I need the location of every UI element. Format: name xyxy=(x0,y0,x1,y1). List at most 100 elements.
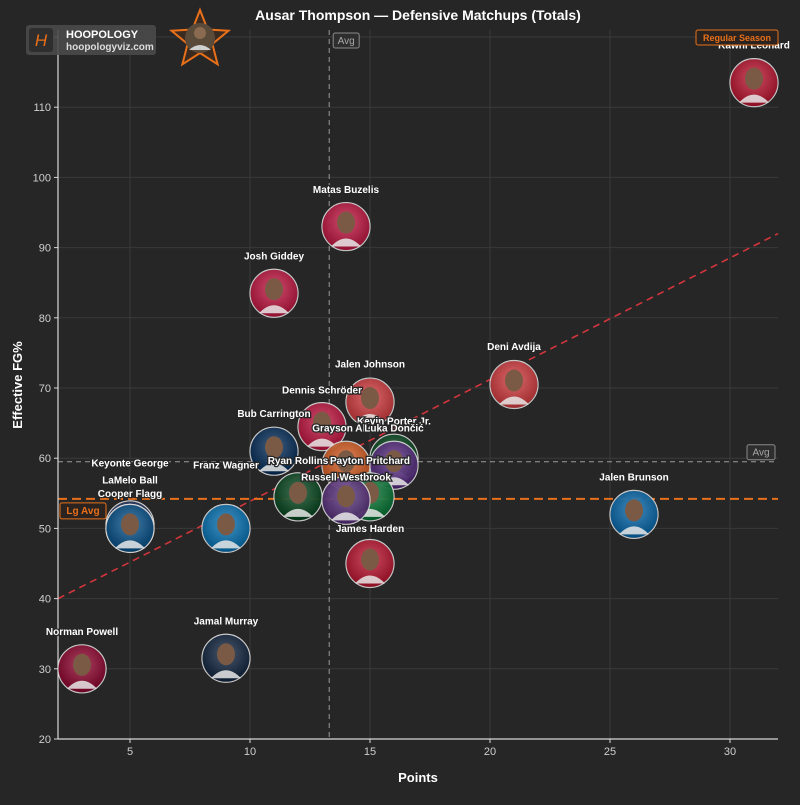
player-point[interactable] xyxy=(345,377,395,427)
player-avatar-head xyxy=(745,67,763,90)
y-tick-label: 60 xyxy=(39,453,51,465)
player-point[interactable] xyxy=(729,58,779,108)
player-label: Jalen Johnson xyxy=(335,360,405,371)
player-avatar-jersey xyxy=(355,414,385,423)
player-avatar-head xyxy=(265,436,283,459)
player-avatar-head xyxy=(385,450,403,473)
player-point[interactable] xyxy=(273,472,323,522)
y-tick-label: 40 xyxy=(39,594,51,606)
player-avatar-head xyxy=(361,548,379,571)
player-label: Norman Powell xyxy=(46,627,118,638)
player-avatar-head xyxy=(313,411,331,434)
y-axis-label: Effective FG% xyxy=(10,341,25,429)
brand-logo-bg xyxy=(29,28,53,52)
season-badge-bg xyxy=(695,29,779,46)
player-label: Payton Pritchard xyxy=(330,456,410,467)
x-tick-label: 5 xyxy=(127,746,133,758)
player-avatar-jersey xyxy=(499,396,529,405)
x-axis-label: Points xyxy=(398,770,438,785)
x-tick-label: 30 xyxy=(724,746,736,758)
player-point[interactable] xyxy=(105,503,155,554)
player-avatar-head xyxy=(217,513,235,536)
player-avatar-jersey xyxy=(331,238,361,247)
player-point[interactable] xyxy=(321,201,371,252)
y-tick-label: 70 xyxy=(39,383,51,395)
player-label: Matas Buzelis xyxy=(313,185,380,196)
brand-name: HOOPOLOGY xyxy=(66,29,139,41)
player-avatar-head xyxy=(361,387,379,410)
player-point[interactable] xyxy=(321,440,371,490)
player-point[interactable] xyxy=(297,402,347,452)
player-label: Jamal Murray xyxy=(194,617,259,628)
season-badge: Regular Season xyxy=(695,29,779,46)
player-label: Grayson Allen xyxy=(312,424,379,435)
player-label: Cooper Flagg xyxy=(98,489,162,500)
player-label: Kevin Porter Jr. xyxy=(357,417,431,428)
brand-url: hoopologyviz.com xyxy=(66,42,154,53)
featured-avatar-head xyxy=(194,27,206,39)
player-avatar-head xyxy=(505,369,523,392)
player-point[interactable] xyxy=(57,644,107,694)
avg-x-badge-label: Avg xyxy=(338,36,355,47)
reference-lines xyxy=(57,30,779,739)
league-avg-badge: Lg Avg xyxy=(59,502,107,520)
player-avatar-head xyxy=(337,211,355,234)
player-avatar-head xyxy=(265,278,283,301)
player-avatar-jersey xyxy=(331,512,361,521)
featured-avatar-jersey xyxy=(189,45,211,50)
player-point[interactable] xyxy=(249,268,299,318)
player-avatar-jersey xyxy=(115,540,145,549)
player-point[interactable] xyxy=(201,503,251,554)
avg-y-badge-label: Avg xyxy=(752,448,769,459)
player-avatar-jersey xyxy=(307,438,337,447)
player-label: James Harden xyxy=(336,524,404,535)
player-point[interactable] xyxy=(249,426,299,476)
player-avatar-jersey xyxy=(259,305,289,314)
chart-title: Ausar Thompson — Defensive Matchups (Tot… xyxy=(255,7,581,23)
player-avatar-head xyxy=(217,643,235,666)
player-point[interactable] xyxy=(345,538,395,589)
player-avatar-jersey xyxy=(283,508,313,517)
avg-x-badge: Avg xyxy=(332,32,360,49)
player-point[interactable] xyxy=(609,489,659,539)
league-avg-badge-label: Lg Avg xyxy=(66,506,99,517)
y-tick-label: 100 xyxy=(33,172,51,184)
y-tick-label: 90 xyxy=(39,243,51,255)
player-avatar-jersey xyxy=(67,680,97,689)
player-label: Russell Westbrook xyxy=(301,473,391,484)
player-label: Franz Wagner xyxy=(193,461,259,472)
y-tick-label: 20 xyxy=(39,734,51,746)
season-badge-label: Regular Season xyxy=(703,33,771,43)
player-label: Ryan Rollins xyxy=(268,456,329,467)
brand-badge: H HOOPOLOGY hoopologyviz.com xyxy=(26,25,156,55)
y-tick-label: 80 xyxy=(39,313,51,325)
player-label: Keyonte George xyxy=(91,459,169,470)
league-avg-badge-bg xyxy=(59,502,107,520)
player-avatar-jersey xyxy=(619,526,649,535)
player-avatar-jersey xyxy=(259,463,289,472)
player-point[interactable] xyxy=(489,359,539,410)
x-tick-label: 15 xyxy=(364,746,376,758)
brand-badge-bg xyxy=(26,25,156,55)
player-label: LaMelo Ball xyxy=(102,475,158,486)
axes: 510152025302030405060708090100110120 xyxy=(33,30,778,758)
player-avatar-head xyxy=(337,450,355,473)
player-label: Josh Giddey xyxy=(244,252,304,263)
player-point[interactable] xyxy=(321,475,371,525)
player-avatar-head xyxy=(625,499,643,522)
trend-line xyxy=(57,232,779,600)
player-avatar-head xyxy=(289,481,307,504)
player-avatar-jersey xyxy=(211,540,241,549)
star-player-avatar-icon xyxy=(168,7,232,67)
player-point[interactable] xyxy=(201,633,251,683)
player-avatar-jersey xyxy=(355,575,385,584)
player-avatar-head xyxy=(73,653,91,676)
player-label: Jalen Brunson xyxy=(599,473,668,484)
x-tick-label: 20 xyxy=(484,746,496,758)
player-label: Bub Carrington xyxy=(237,409,310,420)
avg-y-badge: Avg xyxy=(746,444,776,461)
x-tick-label: 25 xyxy=(604,746,616,758)
